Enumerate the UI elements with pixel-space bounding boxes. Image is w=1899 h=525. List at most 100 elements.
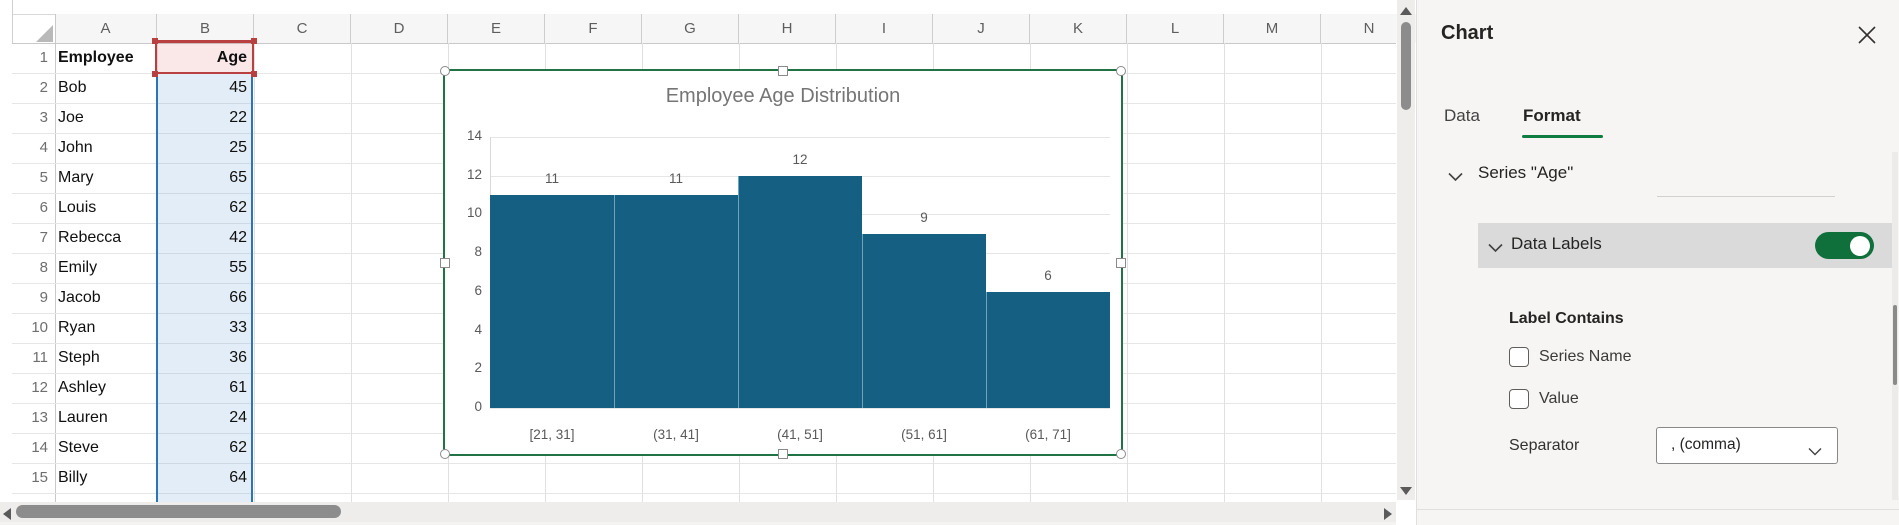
column-header-F[interactable]: F — [545, 14, 642, 43]
cell-B4[interactable]: 25 — [229, 139, 247, 156]
cell-B3[interactable]: 22 — [229, 109, 247, 126]
ref-handle[interactable] — [152, 71, 158, 77]
column-header-G[interactable]: G — [642, 14, 739, 43]
row-number-3[interactable]: 3 — [39, 109, 48, 126]
row-number-10[interactable]: 10 — [31, 319, 48, 336]
chart-resize-handle[interactable] — [778, 449, 788, 459]
horizontal-scrollbar[interactable] — [0, 502, 1396, 522]
series-name-checkbox[interactable] — [1509, 347, 1529, 367]
chart-resize-handle[interactable] — [1116, 449, 1126, 459]
cell-B9[interactable]: 66 — [229, 289, 247, 306]
cell-A9[interactable]: Jacob — [58, 289, 101, 306]
cell-A4[interactable]: John — [58, 139, 93, 156]
scroll-up-icon[interactable] — [1400, 7, 1412, 15]
pane-scrollbar-thumb[interactable] — [1893, 305, 1897, 385]
value-checkbox-label[interactable]: Value — [1539, 390, 1579, 407]
horizontal-scrollbar-thumb[interactable] — [16, 505, 341, 518]
histogram-bar-(41, 51][interactable] — [738, 175, 862, 408]
chevron-down-icon[interactable] — [1448, 169, 1463, 187]
cell-A3[interactable]: Joe — [58, 109, 84, 126]
value-checkbox[interactable] — [1509, 389, 1529, 409]
row-number-14[interactable]: 14 — [31, 439, 48, 456]
cell-A1[interactable]: Employee — [58, 49, 134, 66]
histogram-bar-[21, 31][interactable] — [490, 195, 614, 408]
tab-format[interactable]: Format — [1523, 106, 1581, 125]
column-header-I[interactable]: I — [836, 14, 933, 43]
row-number-12[interactable]: 12 — [31, 379, 48, 396]
chart-object[interactable]: Employee Age Distribution 0 2 4 6 8 10 12 14 11 [… — [440, 66, 1126, 459]
row-number-1[interactable]: 1 — [39, 49, 48, 66]
scroll-right-icon[interactable] — [1384, 508, 1392, 520]
cell-B8[interactable]: 55 — [229, 259, 247, 276]
ref-handle[interactable] — [251, 71, 257, 77]
column-header-M[interactable]: M — [1224, 14, 1321, 43]
column-header-L[interactable]: L — [1127, 14, 1224, 43]
cell-B10[interactable]: 33 — [229, 319, 247, 336]
histogram-bar-(61, 71][interactable] — [986, 291, 1110, 408]
scroll-down-icon[interactable] — [1400, 487, 1412, 495]
row-number-8[interactable]: 8 — [39, 259, 48, 276]
cell-A12[interactable]: Ashley — [58, 379, 107, 396]
column-header-C[interactable]: C — [254, 14, 351, 43]
chart-resize-handle[interactable] — [778, 66, 788, 76]
histogram-bar-(31, 41][interactable] — [614, 195, 738, 408]
cell-A13[interactable]: Lauren — [58, 409, 108, 426]
cell-B2[interactable]: 45 — [229, 79, 247, 96]
column-header-J[interactable]: J — [933, 14, 1030, 43]
row-number-2[interactable]: 2 — [39, 79, 48, 96]
cell-area[interactable]: 1 Employee Age 2 Bob 45 3 Joe 22 4 John 25 5 Mary 65 6 L… — [0, 0, 1396, 502]
cell-A10[interactable]: Ryan — [58, 319, 96, 336]
cell-B6[interactable]: 62 — [229, 199, 247, 216]
row-number-16[interactable]: 16 — [12, 493, 48, 502]
cell-B14[interactable]: 62 — [229, 439, 247, 456]
chart-resize-handle[interactable] — [440, 66, 450, 76]
vertical-scrollbar[interactable] — [1397, 0, 1415, 500]
column-header-H[interactable]: H — [739, 14, 836, 43]
row-number-15[interactable]: 15 — [31, 469, 48, 486]
column-header-K[interactable]: K — [1030, 14, 1127, 43]
tab-data[interactable]: Data — [1444, 106, 1480, 125]
data-labels-toggle[interactable] — [1815, 232, 1874, 259]
cell-A8[interactable]: Emily — [58, 259, 98, 276]
cell-B7[interactable]: 42 — [229, 229, 247, 246]
cell-B13[interactable]: 24 — [229, 409, 247, 426]
series-name-checkbox-label[interactable]: Series Name — [1539, 348, 1632, 365]
chevron-down-icon[interactable] — [1488, 240, 1503, 258]
cell-B1[interactable]: Age — [216, 49, 247, 66]
vertical-scrollbar-thumb[interactable] — [1401, 22, 1411, 110]
row-number-4[interactable]: 4 — [39, 139, 48, 156]
cell-B5[interactable]: 65 — [229, 169, 247, 186]
cell-A7[interactable]: Rebecca — [58, 229, 122, 246]
ref-handle[interactable] — [152, 38, 158, 44]
row-number-11[interactable]: 11 — [32, 349, 48, 366]
cell-A5[interactable]: Mary — [58, 169, 94, 186]
row-number-9[interactable]: 9 — [39, 289, 48, 306]
cell-A6[interactable]: Louis — [58, 199, 97, 216]
column-header-A[interactable]: A — [55, 14, 157, 43]
close-icon[interactable] — [1854, 22, 1880, 48]
ref-handle[interactable] — [251, 38, 257, 44]
row-number-13[interactable]: 13 — [31, 409, 48, 426]
column-header-D[interactable]: D — [351, 14, 448, 43]
select-all-icon[interactable] — [36, 25, 53, 42]
row-number-6[interactable]: 6 — [39, 199, 48, 216]
chart-resize-handle[interactable] — [440, 449, 450, 459]
cell-A15[interactable]: Billy — [58, 469, 88, 486]
column-header-E[interactable]: E — [448, 14, 545, 43]
cell-A11[interactable]: Steph — [58, 349, 100, 366]
chart-resize-handle[interactable] — [440, 257, 450, 268]
separator-dropdown[interactable]: , (comma) — [1656, 427, 1838, 464]
scroll-left-icon[interactable] — [3, 508, 11, 520]
chart-resize-handle[interactable] — [1116, 66, 1126, 76]
histogram-bar-(51, 61][interactable] — [862, 233, 986, 408]
cell-A14[interactable]: Steve — [58, 439, 99, 456]
cell-B11[interactable]: 36 — [229, 349, 247, 366]
row-number-5[interactable]: 5 — [39, 169, 48, 186]
data-labels-section[interactable]: Data Labels — [1478, 223, 1898, 268]
cell-B12[interactable]: 61 — [229, 379, 247, 396]
chart-title[interactable]: Employee Age Distribution — [665, 85, 901, 107]
series-section-header[interactable]: Series "Age" — [1478, 163, 1574, 182]
chart-resize-handle[interactable] — [1116, 257, 1126, 268]
cell-A2[interactable]: Bob — [58, 79, 87, 96]
cell-B15[interactable]: 64 — [229, 469, 247, 486]
